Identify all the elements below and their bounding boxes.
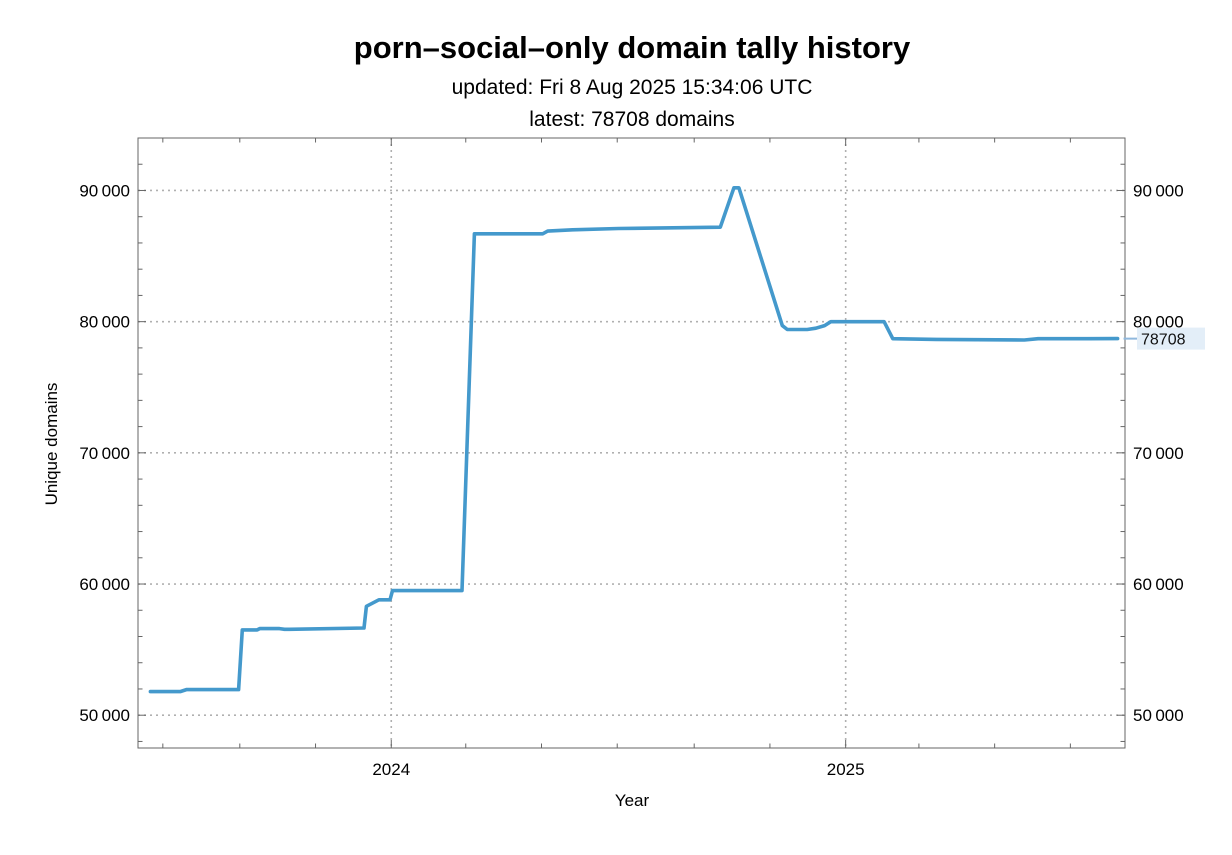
y-tick-label-left: 80 000 [79, 313, 130, 332]
plot-border [137, 137, 1126, 749]
y-tick-label-right: 60 000 [1133, 575, 1184, 594]
latest-value-tag [1137, 327, 1205, 350]
chart-subtitle-latest: latest: 78708 domains [529, 108, 735, 131]
x-tick-label: 2025 [827, 760, 865, 779]
y-tick-label-right: 50 000 [1133, 706, 1184, 725]
y-tick-label-left: 60 000 [79, 575, 130, 594]
y-tick-label-left: 90 000 [79, 181, 130, 200]
series-layer [148, 186, 1205, 694]
chart-title: porn–social–only domain tally history [353, 30, 911, 65]
latest-value-label: 78708 [1141, 332, 1186, 349]
chart-subtitle-updated: updated: Fri 8 Aug 2025 15:34:06 UTC [451, 76, 813, 99]
y-tick-label-right: 70 000 [1133, 444, 1184, 463]
gridlines [138, 138, 1125, 748]
y-tick-label-right: 80 000 [1133, 313, 1184, 332]
x-tick-label: 2024 [372, 760, 410, 779]
y-tick-label-right: 90 000 [1133, 181, 1184, 200]
plot-frame [137, 137, 1126, 749]
y-tick-label-left: 70 000 [79, 444, 130, 463]
y-tick-label-left: 50 000 [79, 706, 130, 725]
y-axis-label: Unique domains [42, 383, 61, 506]
tick-labels: 50 000 50 000 60 000 60 000 70 000 70 000 80 0… [79, 181, 1185, 779]
x-axis-label: Year [615, 791, 650, 810]
series-line [148, 186, 1120, 694]
axis-ticks [138, 137, 1125, 748]
